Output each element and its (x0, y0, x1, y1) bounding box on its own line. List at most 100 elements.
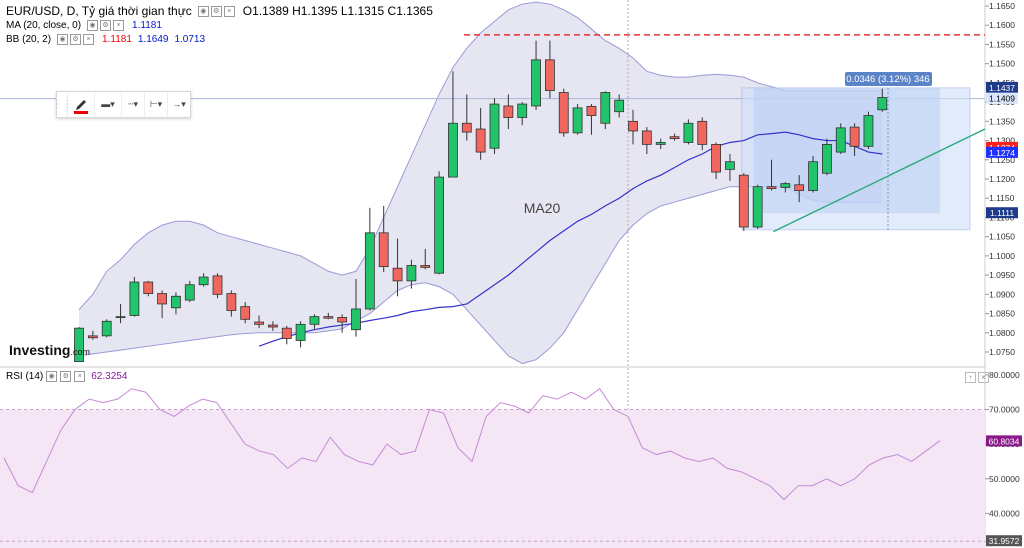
candle-25 (420, 248, 431, 270)
line-style-button[interactable]: ┄▾ (122, 92, 145, 117)
close-icon[interactable]: × (83, 34, 95, 45)
price-tick-label: 1.1200 (989, 174, 1015, 184)
candle-body (628, 120, 638, 132)
price-tag-1: 1.1409 (986, 92, 1018, 104)
rsi-tick-label: 40.0000 (989, 508, 1020, 518)
candle-6 (157, 290, 168, 319)
settings-icon[interactable]: ⚙ (210, 5, 222, 17)
candle-body (697, 120, 708, 145)
right-end-button[interactable]: →▾ (172, 99, 186, 109)
candle-53 (808, 155, 818, 193)
annotations: MA20 (464, 34, 986, 233)
close-icon[interactable]: × (223, 5, 235, 17)
line-width-button[interactable]: ▬▾ (95, 92, 122, 117)
candle-57 (863, 111, 874, 150)
candle-body (351, 308, 361, 331)
candle-21 (364, 207, 375, 311)
bb-mid-value: 1.1181 (102, 34, 132, 45)
candle-body (184, 284, 195, 301)
price-tick-label: 1.1050 (989, 232, 1015, 242)
price-tick-label: 1.0900 (989, 289, 1015, 299)
symbol-legend: EUR/USD, D, Tỷ giá thời gian thực ◉ ⚙ × … (6, 4, 433, 18)
price-tag-label: 1.1274 (989, 148, 1015, 158)
measure-label: 0.0346 (3.12%) 346 (845, 72, 932, 86)
logo-brand: Investing (9, 342, 71, 358)
bb-upper-line (78, 1, 883, 311)
price-tick-label: 1.1250 (989, 155, 1015, 165)
candle-15 (281, 325, 292, 345)
pencil-color-icon[interactable] (68, 92, 95, 117)
bb-legend: BB (20, 2) ◉ ⚙ × 1.1181 1.1649 1.0713 (6, 34, 205, 45)
candle-body (323, 316, 334, 319)
candle-23 (392, 238, 403, 297)
candle-30 (489, 98, 500, 155)
candle-20 (351, 278, 361, 337)
bb-upper-value: 1.1649 (137, 34, 169, 45)
price-tag-label: 1.1437 (989, 83, 1015, 93)
candle-34 (545, 40, 555, 99)
settings-icon[interactable]: ⚙ (70, 34, 82, 45)
pane-close-icon[interactable]: × (978, 372, 989, 383)
candle-body (240, 306, 251, 320)
ma20-label: MA20 (524, 200, 561, 216)
price-tag-label: 1.1409 (989, 94, 1015, 104)
logo-suffix: .com (70, 347, 90, 357)
symbol-title: EUR/USD, D, Tỷ giá thời gian thực (6, 4, 192, 18)
candle-body (115, 316, 126, 319)
candle-body (683, 122, 694, 143)
ma-legend: MA (20, close, 0) ◉ ⚙ × 1.1181 (6, 20, 162, 31)
candle-32 (517, 102, 528, 126)
candle-33 (531, 40, 541, 110)
candle-body (849, 126, 860, 147)
candle-1 (87, 330, 98, 340)
drawing-toolbar: ⋮⋮ ▬▾ ┄▾ ⊢▾ →▾ (52, 91, 191, 118)
rsi-current-tag-label: 60.8034 (989, 436, 1020, 446)
candle-body (406, 265, 417, 282)
eye-icon[interactable]: ◉ (57, 34, 69, 45)
candle-37 (586, 104, 597, 135)
candle-45 (697, 117, 708, 151)
candle-body (531, 59, 541, 107)
candle-body (295, 323, 306, 341)
rsi-low-tag: 31.9572 (986, 535, 1022, 547)
price-tag-bg (986, 207, 1018, 219)
candle-body (475, 128, 486, 153)
eye-icon[interactable]: ◉ (197, 5, 209, 17)
eye-icon[interactable]: ◉ (87, 20, 99, 31)
candle-49 (752, 184, 763, 229)
price-tag-label: 1.1111 (990, 208, 1014, 218)
close-icon[interactable]: × (113, 20, 125, 31)
candle-22 (378, 205, 389, 273)
drag-handle[interactable]: ⋮⋮ (52, 92, 72, 117)
settings-icon[interactable]: ⚙ (100, 20, 112, 31)
settings-icon[interactable]: ⚙ (60, 371, 72, 382)
candle-56 (849, 123, 860, 156)
candle-11 (226, 290, 237, 317)
candle-0 (74, 327, 84, 363)
candle-body (655, 142, 666, 145)
price-tick-label: 1.0800 (989, 328, 1015, 338)
candle-4 (129, 277, 140, 317)
price-tag-bg (986, 81, 1018, 93)
candle-58 (877, 88, 888, 112)
eye-icon[interactable]: ◉ (46, 371, 58, 382)
rsi-value: 62.3254 (91, 371, 128, 382)
pane-up-icon[interactable]: ↑ (965, 372, 976, 383)
rsi-label: RSI (14) (6, 371, 44, 382)
candle-body (572, 107, 583, 134)
price-tag-4: 1.1111 (986, 207, 1018, 219)
candle-body (808, 161, 818, 191)
ohlc-values: O1.1389 H1.1395 L1.1315 C1.1365 (242, 4, 433, 18)
candle-body (434, 176, 445, 274)
candle-body (489, 103, 500, 149)
rsi-tick-label: 50.0000 (989, 474, 1020, 484)
close-icon[interactable]: × (74, 371, 86, 382)
rsi-band (0, 409, 985, 548)
candle-body (600, 92, 611, 124)
price-tick-label: 1.1150 (989, 193, 1015, 203)
candle-body (614, 99, 625, 113)
left-end-button[interactable]: ⊢▾ (145, 92, 168, 117)
bb-fill (79, 2, 883, 364)
candle-body (254, 321, 264, 325)
